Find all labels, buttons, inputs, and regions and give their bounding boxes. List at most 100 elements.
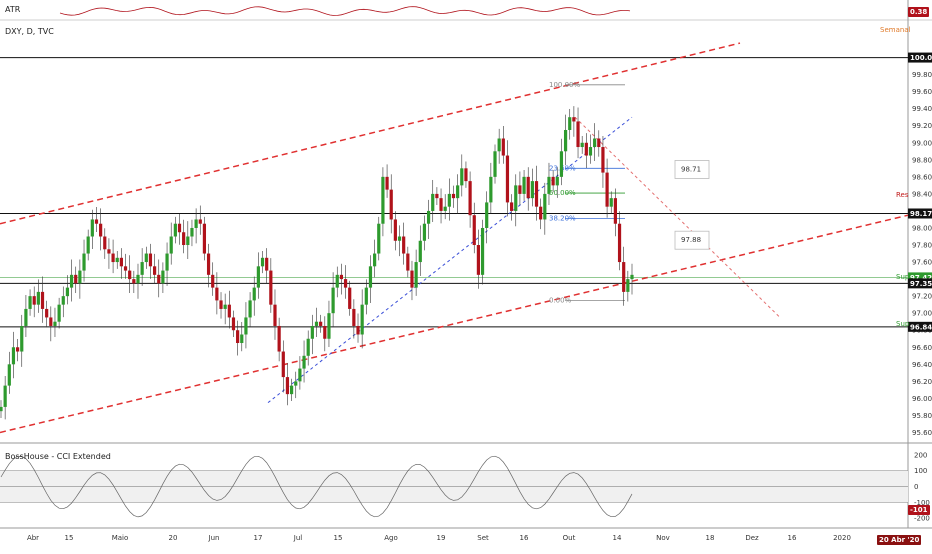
candle-body (397, 236, 402, 241)
support-label-1: Sup (896, 273, 910, 281)
candle-body (215, 287, 219, 301)
price-tick-label: 96.40 (912, 361, 932, 369)
price-level-tag (908, 52, 932, 63)
candle-body (464, 168, 468, 182)
candle-body (223, 304, 227, 309)
candle-body (385, 176, 389, 190)
cci-tick-label: 0 (914, 483, 918, 491)
candle-body (327, 313, 331, 339)
price-level-tag-label: 100.00 (910, 54, 932, 62)
candle-body (426, 210, 431, 224)
candle-body (194, 219, 198, 228)
candles-group (0, 106, 634, 420)
candle-body (510, 202, 514, 211)
candle-body (119, 257, 123, 267)
candle-body (169, 236, 173, 254)
candle-body (202, 223, 207, 254)
candle-body (626, 279, 630, 292)
candle-body (551, 176, 555, 186)
candle-body (584, 142, 588, 156)
candle-body (518, 185, 522, 194)
candle-body (431, 193, 435, 211)
candle-body (82, 253, 86, 271)
price-level-tag-label: 97.42 (910, 274, 932, 282)
candle-body (501, 138, 505, 156)
candle-body (314, 321, 319, 326)
candle-body (244, 317, 248, 335)
support-label-2: Sup (896, 320, 910, 328)
price-tick-label: 98.00 (912, 224, 932, 232)
candle-body (609, 198, 613, 207)
time-tick-label: Jun (208, 534, 220, 542)
candle-body (443, 206, 447, 211)
price-tick-label: 97.00 (912, 310, 932, 318)
candle-body (497, 138, 501, 152)
candle-body (269, 270, 273, 305)
candle-body (422, 223, 427, 241)
candle-body (227, 304, 231, 318)
price-level-tag (908, 321, 932, 332)
cci-tick-label: -100 (914, 499, 930, 507)
price-tick-label: 97.20 (912, 293, 932, 301)
candle-body (144, 253, 148, 263)
candle-body (61, 296, 65, 305)
candle-body (539, 206, 543, 220)
price-tick-label: 99.80 (912, 71, 932, 79)
candle-body (53, 321, 57, 326)
price-tick-label: 99.40 (912, 105, 932, 113)
time-tick-label: 15 (65, 534, 74, 542)
candle-body (505, 155, 510, 203)
fib-level-label: 100.00% (549, 81, 580, 89)
candle-body (161, 270, 165, 284)
candle-body (74, 274, 78, 284)
price-callout-label: 97.88 (681, 236, 701, 244)
price-tick-label: 99.60 (912, 88, 932, 96)
candle-body (16, 347, 20, 352)
time-tick-label: Maio (112, 534, 129, 542)
cci-label: BossHouse - CCI Extended (5, 452, 111, 461)
price-tick-label: 99.20 (912, 122, 932, 130)
candle-body (165, 253, 169, 271)
price-tick-label: 97.60 (912, 259, 932, 267)
resistance-label: Res (896, 191, 909, 199)
time-tick-label: 16 (520, 534, 529, 542)
candle-body (90, 219, 94, 237)
candle-body (435, 193, 439, 199)
candle-body (240, 334, 244, 344)
candle-body (57, 304, 61, 322)
candle-body (236, 330, 240, 344)
candle-body (605, 172, 609, 207)
time-tick-label: 16 (788, 534, 797, 542)
candle-body (356, 325, 360, 335)
candle-body (294, 381, 298, 386)
candle-body (281, 351, 285, 378)
candle-body (173, 223, 177, 237)
price-tick-label: 97.80 (912, 242, 932, 250)
cci-tick-label: 100 (914, 467, 927, 475)
candle-body (622, 262, 626, 292)
candle-body (65, 287, 70, 297)
candle-body (460, 168, 464, 186)
candle-body (128, 270, 132, 280)
candle-body (148, 253, 153, 267)
price-level-tag-label: 97.35 (910, 280, 932, 288)
candle-body (335, 274, 339, 288)
time-tick-label: 17 (254, 534, 263, 542)
date-tag: 20 Abr '20 (877, 535, 922, 545)
atr-value-tag: 0.38 (908, 7, 930, 17)
candle-body (418, 240, 422, 263)
price-callout-box (674, 160, 710, 179)
candle-body (206, 253, 211, 275)
candle-body (248, 300, 252, 318)
candle-body (186, 236, 190, 246)
candle-body (182, 232, 186, 246)
candle-body (123, 266, 128, 271)
candle-body (522, 176, 526, 194)
candle-body (377, 223, 381, 254)
candle-body (28, 296, 32, 309)
candle-body (40, 291, 45, 309)
candle-body (177, 223, 182, 233)
